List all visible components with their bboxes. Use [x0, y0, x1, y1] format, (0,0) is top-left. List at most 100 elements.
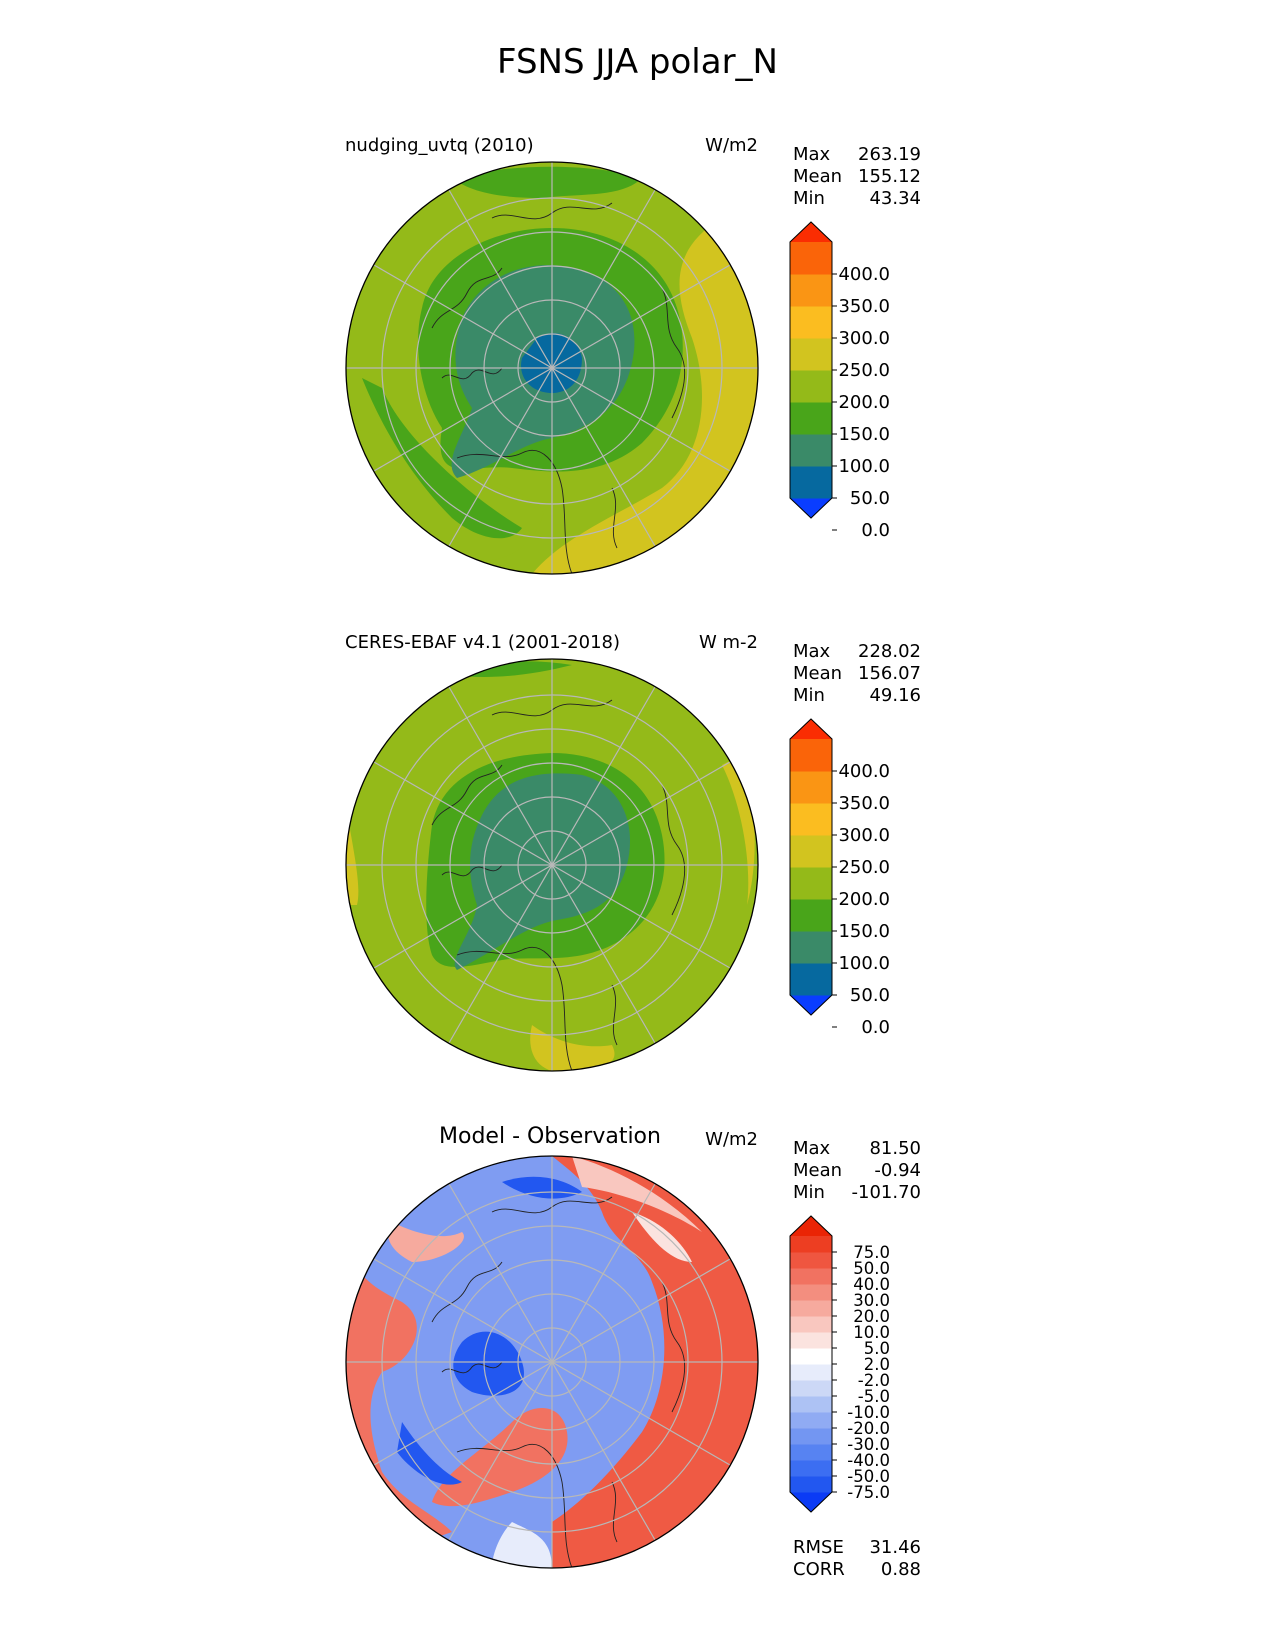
colorbar-segment: [790, 1300, 832, 1317]
panel1-polar-map: [345, 161, 759, 575]
panel1-colorbar: 400.0 350.0 300.0 250.0 200.0 150.0 100.0 50.0 0…: [789, 221, 890, 541]
panel3-title: Model - Observation: [439, 1124, 661, 1149]
colorbar-tick-label: 400.0: [838, 264, 890, 285]
colorbar-segment: [790, 771, 832, 804]
map-field-green-arc: [452, 166, 642, 198]
colorbar-segment: [790, 434, 832, 467]
colorbar-tick-label: 350.0: [838, 793, 890, 814]
colorbar-segment: [790, 1316, 832, 1333]
colorbar-tick-label: 300.0: [838, 825, 890, 846]
colorbar-tick-label: 250.0: [838, 857, 890, 878]
colorbar-segment: [790, 739, 832, 772]
figure-title: FSNS JJA polar_N: [497, 42, 778, 82]
panel1-title: nudging_uvtq (2010): [345, 135, 534, 156]
colorbar-segment: [790, 1460, 832, 1477]
colorbar-segment: [790, 338, 832, 371]
colorbar-segment: [790, 1412, 832, 1429]
colorbar-tick-label: 200.0: [838, 889, 890, 910]
panel3-stats: Max 81.50 Mean -0.94 Min -101.70: [793, 1138, 921, 1203]
colorbar-tick-label: 40.0: [853, 1275, 890, 1294]
colorbar-segment: [790, 1444, 832, 1461]
panel3-colorbar: 75.050.040.030.020.010.05.02.0-2.0-5.0-1…: [789, 1215, 890, 1513]
panel2-polar-map: [345, 658, 759, 1072]
colorbar-segment: [790, 466, 832, 499]
colorbar-segment: [790, 242, 832, 275]
colorbar-segment: [790, 899, 832, 932]
colorbar-tick-label: -10.0: [847, 1403, 890, 1422]
colorbar-tick-label: 2.0: [864, 1355, 890, 1374]
colorbar-tick-label: 100.0: [838, 953, 890, 974]
colorbar-segment: [790, 1332, 832, 1349]
panel1-units: W/m2: [705, 135, 758, 156]
colorbar-segment: [790, 867, 832, 900]
colorbar-segment: [790, 1236, 832, 1253]
colorbar-tick-label: 0.0: [861, 1017, 890, 1038]
colorbar-extend-max: [790, 222, 832, 242]
coastlines: [431, 1196, 686, 1568]
colorbar-tick-label: 200.0: [838, 392, 890, 413]
colorbar-segment: [790, 1348, 832, 1365]
colorbar-segment: [790, 1268, 832, 1285]
colorbar-tick-label: -75.0: [847, 1483, 890, 1502]
colorbar-extend-min: [790, 995, 832, 1015]
panel2-title: CERES-EBAF v4.1 (2001-2018): [345, 632, 621, 653]
colorbar-tick-label: 0.0: [861, 520, 890, 541]
coastlines: [431, 202, 686, 574]
colorbar-tick-label: 100.0: [838, 456, 890, 477]
colorbar-tick-label: -50.0: [847, 1467, 890, 1486]
colorbar-tick-label: -5.0: [858, 1387, 890, 1406]
colorbar-tick-label: 300.0: [838, 328, 890, 349]
colorbar-tick-label: 150.0: [838, 921, 890, 942]
colorbar-tick-label: -40.0: [847, 1451, 890, 1470]
colorbar-segment: [790, 370, 832, 403]
colorbar-tick-label: -2.0: [858, 1371, 890, 1390]
map-field-yellow: [530, 1025, 615, 1071]
colorbar-segment: [790, 1428, 832, 1445]
colorbar-tick-label: 30.0: [853, 1291, 890, 1310]
panel2-colorbar: 400.0 350.0 300.0 250.0 200.0 150.0 100.0 50.0 0…: [789, 718, 890, 1038]
colorbar-segment: [790, 1364, 832, 1381]
panel1-stats: Max 263.19 Mean 155.12 Min 43.34: [793, 144, 921, 209]
colorbar-segment: [790, 1252, 832, 1269]
panel3-polar-map: [345, 1155, 759, 1569]
graticule: [346, 162, 758, 574]
colorbar-tick-label: 400.0: [838, 761, 890, 782]
colorbar-segment: [790, 1476, 832, 1493]
coastlines: [431, 699, 686, 1071]
colorbar-tick-label: 50.0: [853, 1259, 890, 1278]
map-field-red-greenland: [432, 1408, 568, 1507]
colorbar-tick-label: 10.0: [853, 1323, 890, 1342]
colorbar-segment: [790, 306, 832, 339]
colorbar-tick-label: 50.0: [850, 985, 890, 1006]
colorbar-segment: [790, 803, 832, 836]
graticule: [346, 1156, 758, 1568]
panel3-metrics: RMSE 31.46 CORR 0.88: [793, 1537, 921, 1580]
colorbar-tick-label: 50.0: [850, 488, 890, 509]
colorbar-segment: [790, 1396, 832, 1413]
colorbar-extend-max: [790, 1216, 832, 1236]
map-field-dark-blue: [453, 1331, 524, 1396]
colorbar-segment: [790, 274, 832, 307]
colorbar-tick-label: 20.0: [853, 1307, 890, 1326]
colorbar-segment: [790, 931, 832, 964]
panel2-stats: Max 228.02 Mean 156.07 Min 49.16: [793, 641, 921, 706]
colorbar-tick-label: -20.0: [847, 1419, 890, 1438]
panel3-units: W/m2: [705, 1129, 758, 1150]
colorbar-extend-min: [790, 1492, 832, 1512]
colorbar-tick-label: 75.0: [853, 1243, 890, 1262]
panel2-units: W m-2: [698, 632, 758, 653]
colorbar-segment: [790, 835, 832, 868]
colorbar-tick-label: 350.0: [838, 296, 890, 317]
map-field-red-east: [552, 1156, 758, 1568]
colorbar-segment: [790, 1380, 832, 1397]
colorbar-tick-label: -30.0: [847, 1435, 890, 1454]
colorbar-tick-label: 150.0: [838, 424, 890, 445]
colorbar-segment: [790, 402, 832, 435]
graticule: [346, 659, 758, 1071]
colorbar-tick-label: 5.0: [864, 1339, 890, 1358]
colorbar-segment: [790, 1284, 832, 1301]
colorbar-extend-max: [790, 719, 832, 739]
colorbar-tick-label: 250.0: [838, 360, 890, 381]
colorbar-segment: [790, 963, 832, 996]
colorbar-extend-min: [790, 498, 832, 518]
